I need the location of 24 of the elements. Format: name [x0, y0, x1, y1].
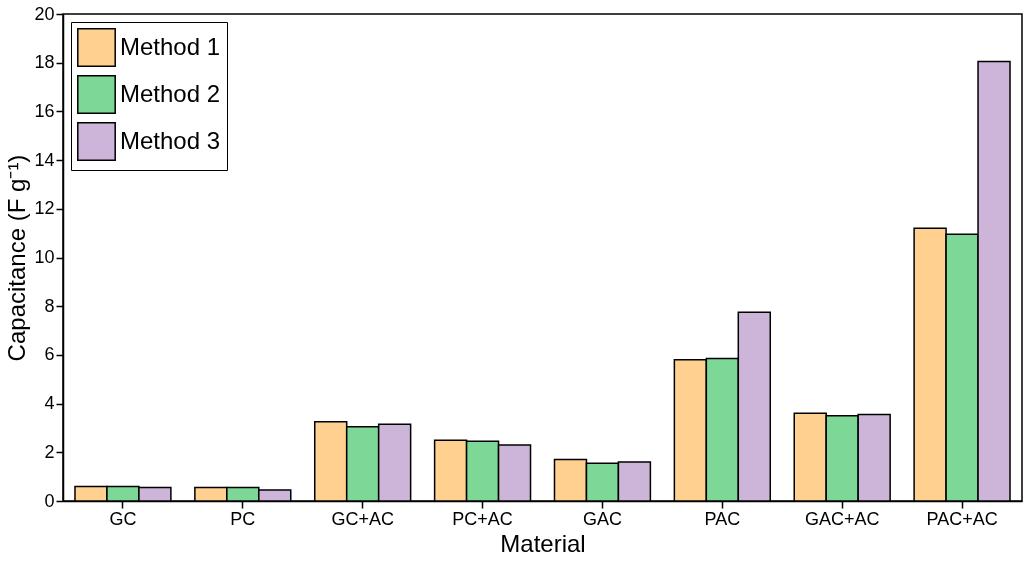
x-tick-label: PC — [230, 508, 256, 529]
x-tick-label: GC — [109, 508, 137, 529]
y-tick-label: 18 — [34, 52, 55, 73]
y-tick-label: 12 — [34, 198, 55, 219]
y-tick-label: 2 — [44, 441, 55, 462]
y-tick-label: 20 — [34, 3, 55, 24]
x-tick-label: PAC — [704, 508, 741, 529]
x-tick-label: PC+AC — [452, 508, 513, 529]
x-tick-label: GAC — [582, 508, 622, 529]
x-tick-label: GAC+AC — [804, 508, 880, 529]
legend-label: Method 2 — [120, 79, 221, 107]
y-tick-label: 16 — [34, 100, 55, 121]
y-tick-label: 14 — [34, 149, 55, 170]
y-axis-title: Capacitance (F g⁻¹) — [3, 154, 31, 362]
x-tick-label: GC+AC — [331, 508, 394, 529]
y-tick-label: 4 — [44, 393, 55, 414]
legend-label: Method 1 — [120, 32, 221, 60]
legend-label: Method 3 — [120, 126, 221, 154]
y-tick-label: 6 — [44, 344, 55, 365]
y-tick-label: 10 — [34, 247, 55, 267]
x-tick-label: PAC+AC — [926, 508, 998, 529]
x-axis-title: Material — [500, 529, 586, 557]
y-tick-label: 0 — [44, 490, 55, 511]
y-tick-label: 8 — [44, 295, 55, 316]
